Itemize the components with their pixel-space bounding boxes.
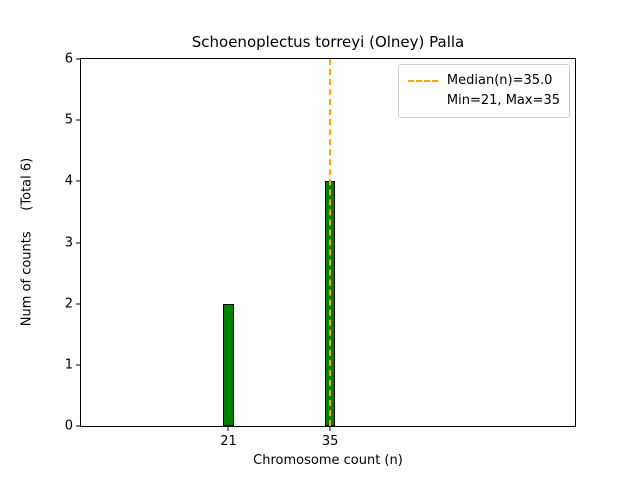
y-tick-mark [76,303,80,305]
y-tick-label: 0 [64,418,73,434]
legend-row-median: Median(n)=35.0 [407,71,560,91]
x-tick-mark [329,427,331,431]
y-tick-label: 2 [64,296,73,312]
y-tick-mark [76,364,80,366]
x-tick-label: 21 [220,434,237,449]
x-tick-mark [227,427,229,431]
x-axis-label: Chromosome count (n) [253,453,403,468]
plot-area: 0 1 2 3 4 5 6 21 35 Median(n)=35.0 Min=21, Max=35 [65,52,576,449]
y-tick-mark [76,180,80,182]
median-line [329,59,332,426]
y-tick-mark [76,242,80,243]
y-tick-mark [76,119,80,121]
legend: Median(n)=35.0 Min=21, Max=35 [397,64,570,119]
legend-label-median: Median(n)=35.0 [446,73,553,88]
legend-label-minmax: Min=21, Max=35 [446,93,560,109]
y-tick-label: 4 [64,173,73,189]
x-tick-label: 35 [321,434,339,449]
y-tick-label: 1 [64,357,73,373]
y-tick-label: 5 [64,112,73,128]
legend-row-minmax: Min=21, Max=35 [408,91,560,111]
y-tick-label: 6 [64,51,73,67]
median-line-sample-icon [407,80,438,83]
chart-title: Schoenoplectus torreyi (Olney) Palla [191,33,465,51]
histogram-bar [223,303,234,426]
y-tick-mark [76,58,80,60]
y-tick-label: 3 [64,235,73,250]
y-axis-label: Num of counts (Total 6) [19,157,35,327]
y-tick-mark [76,425,80,427]
